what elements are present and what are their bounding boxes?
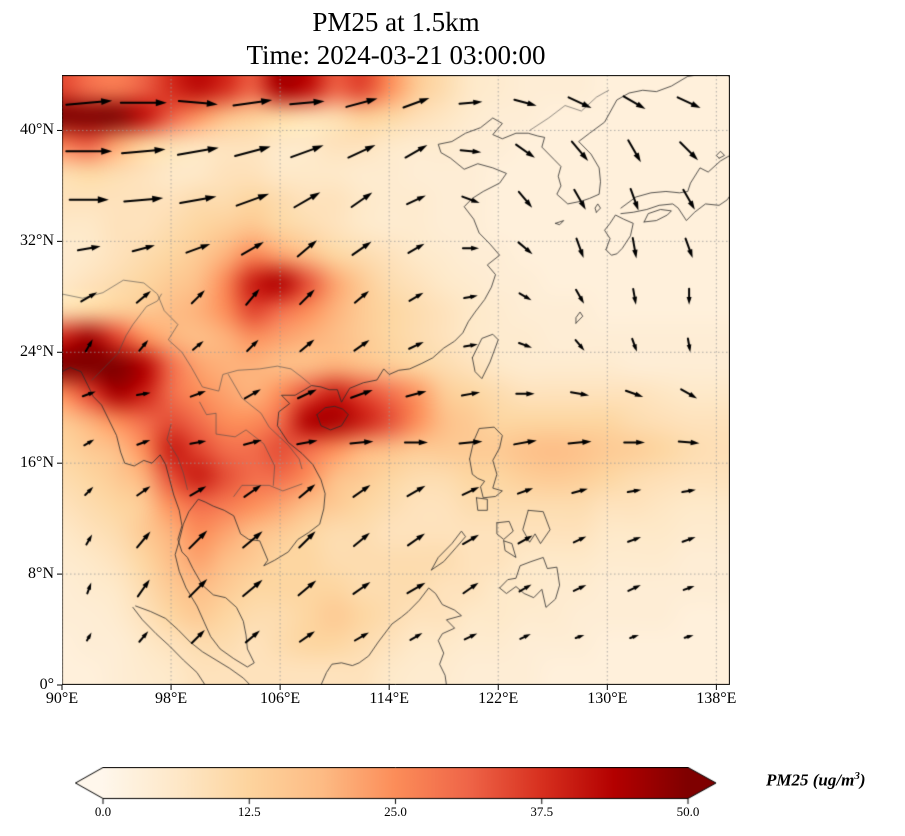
x-tick-label: 138°E (696, 690, 737, 707)
colorbar-tick-label: 12.5 (237, 804, 261, 819)
colorbar-label: PM25 (ug/m3) (766, 770, 865, 791)
colorbar-label-text: PM25 (ug/m (766, 770, 855, 790)
map-plot (62, 75, 730, 685)
x-tick-label: 98°E (154, 690, 188, 707)
colorbar-label-close: ) (859, 770, 866, 790)
x-tick-label: 106°E (260, 690, 301, 707)
y-tick-label: 0° (39, 676, 54, 693)
colorbar-tick-label: 0.0 (94, 804, 112, 819)
colorbar-tick-label: 50.0 (676, 804, 700, 819)
y-tick-label: 16°N (20, 454, 54, 472)
colorbar-label-superscript: 3 (854, 770, 860, 782)
y-tick-label: 24°N (20, 343, 54, 361)
y-tick-label: 8°N (28, 565, 54, 583)
colorbar-tick-label: 37.5 (530, 804, 554, 819)
x-tick-label: 130°E (587, 690, 628, 707)
colorbar-tick-label: 25.0 (384, 804, 407, 819)
y-tick-label: 40°N (20, 121, 54, 139)
y-tick-label: 32°N (20, 232, 54, 250)
x-tick-label: 122°E (478, 690, 519, 707)
colorbar (75, 767, 720, 807)
title-line2: Time: 2024-03-21 03:00:00 (246, 39, 546, 70)
plot-title: PM25 at 1.5km Time: 2024-03-21 03:00:00 (62, 6, 730, 72)
x-tick-label: 90°E (45, 690, 79, 707)
x-tick-label: 114°E (369, 690, 409, 707)
title-line1: PM25 at 1.5km (312, 7, 480, 37)
